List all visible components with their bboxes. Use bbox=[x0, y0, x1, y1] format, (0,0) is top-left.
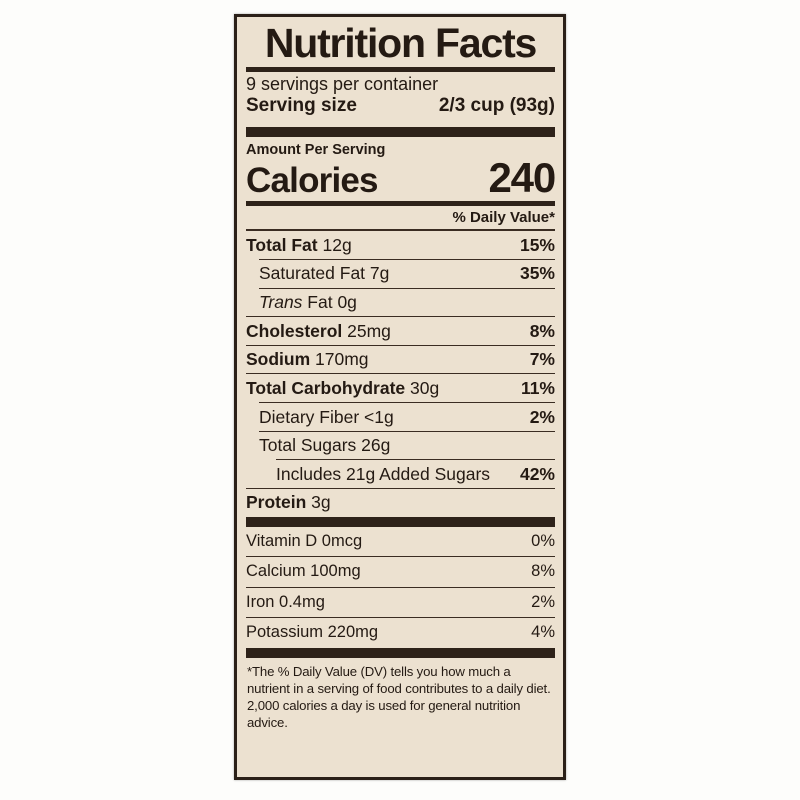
nutrient-name: Saturated Fat 7g bbox=[259, 263, 389, 284]
vitamin-daily-value: 0% bbox=[531, 531, 555, 550]
nutrient-daily-value: 8% bbox=[529, 320, 555, 341]
nutrient-amount: 3g bbox=[306, 492, 331, 513]
nutrient-name: Protein 3g bbox=[246, 492, 331, 513]
nutrient-name-text: Total Sugars bbox=[259, 435, 357, 456]
amount-per-serving-label: Amount Per Serving bbox=[246, 141, 386, 158]
nutrient-name-text: Total Carbohydrate bbox=[246, 377, 406, 398]
nutrient-row: Total Sugars 26g bbox=[246, 432, 555, 460]
vitamin-name: Iron 0.4mg bbox=[246, 592, 325, 611]
nutrient-row-divider bbox=[246, 316, 555, 318]
vitamin-row: Calcium 100mg 8% bbox=[246, 557, 555, 586]
vitamin-name: Potassium 220mg bbox=[246, 623, 379, 642]
rule-under-calories bbox=[246, 200, 555, 206]
nutrient-row-divider bbox=[246, 373, 555, 375]
nutrient-row: Sodium 170mg 7% bbox=[246, 346, 555, 374]
nutrient-amount: 25mg bbox=[342, 320, 391, 341]
nutrient-row: Protein 3g bbox=[246, 489, 555, 517]
nutrient-row-divider bbox=[246, 487, 555, 489]
daily-value-footnote: *The % Daily Value (DV) tells you how mu… bbox=[246, 658, 555, 732]
nutrition-facts-panel: Nutrition Facts 9 servings per container… bbox=[234, 14, 566, 780]
nutrient-amount: 30g bbox=[405, 377, 440, 398]
nutrient-name-text: Saturated Fat bbox=[259, 263, 366, 284]
nutrient-daily-value: 2% bbox=[529, 406, 555, 427]
nutrient-row-divider bbox=[259, 402, 555, 404]
nutrient-daily-value: 7% bbox=[529, 349, 555, 370]
nutrient-amount: <1g bbox=[359, 406, 394, 427]
rule-under-daily-value-header bbox=[246, 229, 555, 232]
nutrient-name-text: Includes 21g Added Sugars bbox=[276, 463, 491, 484]
nutrient-name: Cholesterol 25mg bbox=[246, 321, 391, 342]
vitamin-row: Iron 0.4mg 2% bbox=[246, 588, 555, 617]
nutrient-name: Includes 21g Added Sugars bbox=[276, 464, 490, 485]
thick-bar-above-footnote bbox=[246, 647, 555, 658]
nutrient-list: Total Fat 12g 15% Saturated Fat 7g 35% Trans… bbox=[246, 231, 555, 516]
rule-under-title bbox=[246, 66, 555, 72]
nutrient-row-divider bbox=[259, 287, 555, 289]
nutrient-daily-value: 15% bbox=[519, 234, 555, 255]
nutrient-row: Includes 21g Added Sugars 42% bbox=[246, 460, 555, 488]
footnote-text: *The % Daily Value (DV) tells you how mu… bbox=[247, 663, 551, 730]
calories-value: 240 bbox=[488, 153, 557, 201]
vitamin-row: Vitamin D 0mcg 0% bbox=[246, 527, 555, 556]
nutrient-row: Trans Fat 0g bbox=[246, 289, 555, 317]
nutrient-name-text: Trans bbox=[259, 292, 303, 312]
nutrient-daily-value: 42% bbox=[519, 463, 555, 484]
nutrient-amount: 26g bbox=[356, 435, 391, 456]
vitamin-row: Potassium 220mg 4% bbox=[246, 618, 555, 647]
nutrient-row-divider bbox=[276, 459, 555, 461]
nutrient-row-divider bbox=[246, 344, 555, 346]
thick-bar-above-vitamins bbox=[246, 516, 555, 527]
nutrient-name-text: Total Fat bbox=[246, 234, 318, 255]
vitamin-list: Vitamin D 0mcg 0% Calcium 100mg 8% Iron 0.4m… bbox=[246, 527, 555, 648]
vitamin-daily-value: 2% bbox=[531, 592, 555, 611]
nutrient-amount: 170mg bbox=[310, 349, 369, 370]
vitamin-name: Calcium 100mg bbox=[246, 562, 361, 581]
nutrient-name: Total Fat 12g bbox=[246, 235, 352, 256]
vitamin-daily-value: 4% bbox=[531, 623, 555, 642]
nutrient-amount: 7g bbox=[365, 263, 390, 284]
nutrient-name: Sodium 170mg bbox=[246, 349, 369, 370]
nutrient-row: Saturated Fat 7g 35% bbox=[246, 260, 555, 288]
spacer-below-thick-bar bbox=[246, 137, 555, 139]
nutrient-row: Cholesterol 25mg 8% bbox=[246, 317, 555, 345]
serving-size-label: Serving size bbox=[246, 94, 357, 116]
vitamin-row-divider bbox=[246, 617, 555, 619]
page-title: Nutrition Facts bbox=[264, 20, 537, 66]
nutrition-facts-content: Nutrition Facts 9 servings per container… bbox=[237, 17, 563, 777]
nutrient-daily-value: 35% bbox=[519, 263, 555, 284]
serving-size-row: Serving size 2/3 cup (93g) bbox=[246, 95, 555, 120]
nutrient-name: Trans Fat 0g bbox=[259, 292, 357, 313]
servings-per-container: 9 servings per container bbox=[246, 73, 439, 94]
nutrient-name: Total Sugars 26g bbox=[259, 435, 390, 456]
nutrient-row-divider bbox=[259, 430, 555, 432]
vitamin-row-divider bbox=[246, 556, 555, 558]
calories-row: Calories 240 bbox=[246, 153, 557, 201]
vitamin-row-divider bbox=[246, 586, 555, 588]
nutrient-row-divider bbox=[259, 258, 555, 260]
vitamin-daily-value: 8% bbox=[531, 562, 555, 581]
nutrient-row: Dietary Fiber <1g 2% bbox=[246, 403, 555, 431]
nutrient-name-text: Dietary Fiber bbox=[259, 406, 360, 427]
nutrient-daily-value: 11% bbox=[520, 377, 555, 398]
nutrient-name: Total Carbohydrate 30g bbox=[246, 378, 439, 399]
nutrient-name-text: Cholesterol bbox=[246, 320, 343, 341]
nutrient-row: Total Carbohydrate 30g 11% bbox=[246, 374, 555, 402]
nutrient-row: Total Fat 12g 15% bbox=[246, 231, 555, 259]
nutrient-amount: Fat 0g bbox=[302, 292, 357, 312]
nutrient-name-text: Protein bbox=[246, 492, 307, 513]
vitamin-name: Vitamin D 0mcg bbox=[246, 531, 363, 550]
thick-bar-above-calories bbox=[246, 126, 555, 137]
nutrient-name: Dietary Fiber <1g bbox=[259, 407, 394, 428]
calories-label: Calories bbox=[246, 161, 379, 201]
spacer-above-thick-bar bbox=[246, 120, 555, 127]
serving-size-value: 2/3 cup (93g) bbox=[438, 94, 555, 116]
daily-value-header: % Daily Value* bbox=[452, 208, 555, 226]
nutrient-amount: 12g bbox=[317, 234, 352, 255]
nutrient-name-text: Sodium bbox=[246, 349, 311, 370]
